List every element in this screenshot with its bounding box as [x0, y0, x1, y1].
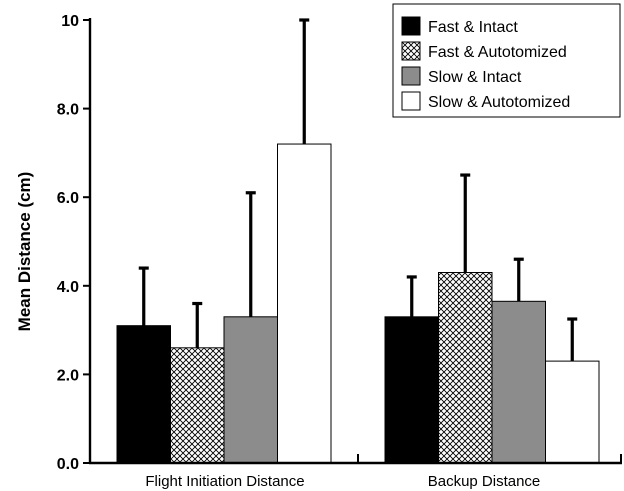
y-tick-label: 0.0	[57, 456, 79, 473]
legend-label: Slow & Intact	[428, 69, 522, 86]
legend-label: Fast & Intact	[428, 19, 518, 36]
plot-area	[116, 18, 600, 464]
bar	[491, 300, 546, 464]
bar	[384, 316, 439, 464]
legend-swatch	[401, 16, 421, 36]
y-axis-title: Mean Distance (cm)	[15, 172, 34, 332]
bar	[223, 316, 278, 464]
bar	[545, 360, 600, 464]
legend-swatch	[401, 41, 421, 61]
x-category-label: Backup Distance	[428, 473, 541, 490]
axes: 0.0 2.0 4.0 6.0 8.0 10 Flight Initiation Dista…	[57, 13, 622, 490]
y-tick-label: 2.0	[57, 367, 79, 384]
legend-label: Slow & Autotomized	[428, 94, 570, 111]
legend-swatch	[401, 91, 421, 111]
bar	[438, 272, 493, 464]
legend: Fast & Intact Fast & Autotomized Slow & In…	[392, 3, 621, 118]
y-tick-label: 8.0	[57, 102, 79, 119]
y-tick-label: 6.0	[57, 190, 79, 207]
bar	[116, 325, 171, 464]
legend-swatch	[401, 66, 421, 86]
y-tick-label: 10	[61, 13, 79, 30]
x-category-label: Flight Initiation Distance	[145, 473, 304, 490]
y-tick-label: 4.0	[57, 279, 79, 296]
bar	[277, 143, 332, 464]
legend-box	[392, 3, 621, 118]
legend-label: Fast & Autotomized	[428, 44, 567, 61]
bar	[170, 347, 225, 464]
